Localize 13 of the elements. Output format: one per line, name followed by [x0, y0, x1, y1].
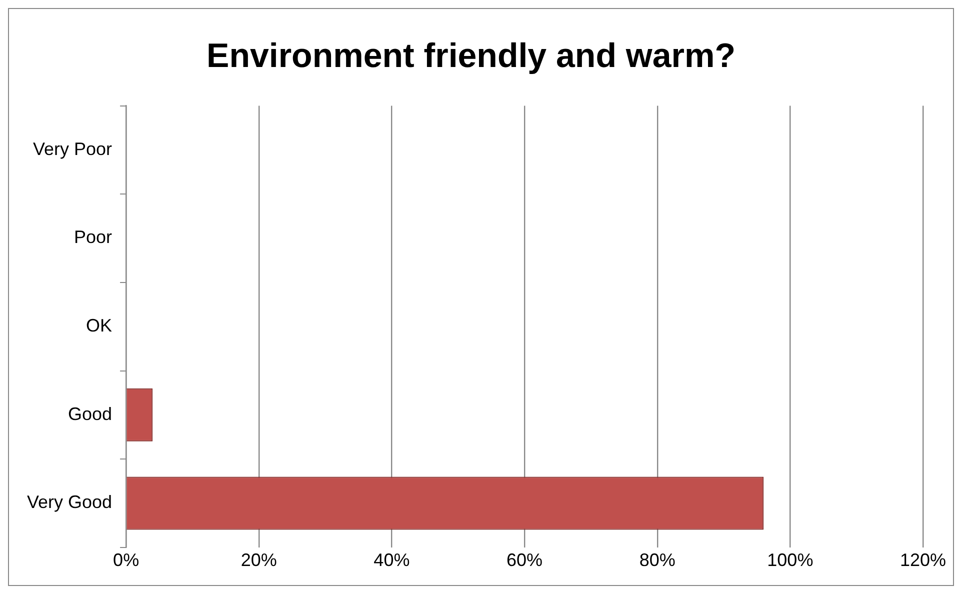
chart-title: Environment friendly and warm? — [206, 36, 736, 75]
y-tick-label: Poor — [74, 227, 112, 248]
x-tick-label: 40% — [374, 550, 410, 570]
y-tick-label: Good — [68, 404, 112, 424]
x-tick-label: 100% — [767, 550, 814, 570]
y-tick-label: Very Poor — [33, 138, 112, 159]
x-tick-label: 120% — [900, 550, 946, 570]
y-tick-label: Very Good — [26, 492, 112, 512]
x-tick-label: 0% — [113, 550, 140, 570]
y-tick-label: OK — [86, 316, 112, 336]
x-tick-label: 20% — [240, 550, 277, 570]
x-tick-label: 80% — [639, 550, 676, 570]
x-tick-label: 60% — [506, 550, 543, 570]
